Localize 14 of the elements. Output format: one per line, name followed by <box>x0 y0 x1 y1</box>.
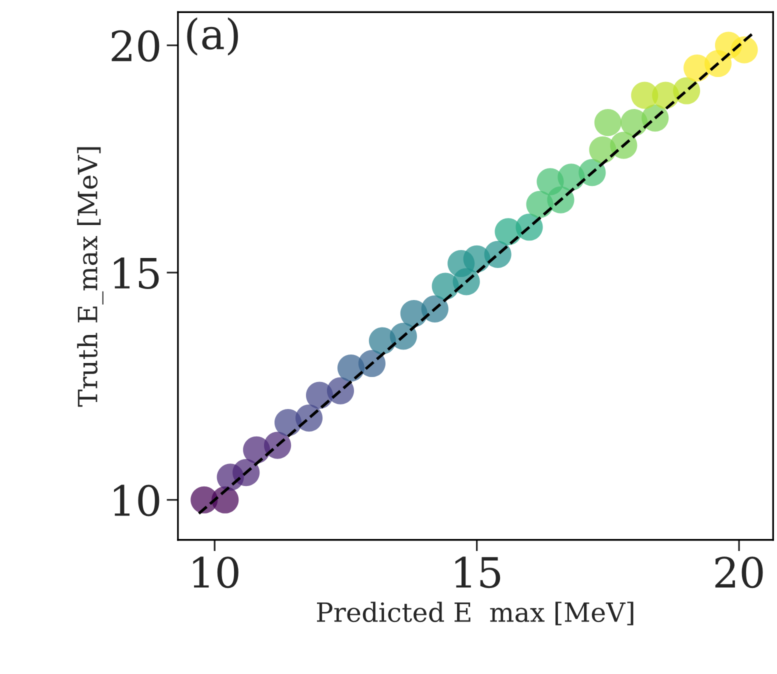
x-tick-label: 15 <box>455 556 500 588</box>
y-axis-title: Truth E_max [MeV] <box>77 147 104 407</box>
x-axis-title: Predicted E max [MeV] <box>317 602 634 626</box>
x-tick-label: 20 <box>715 556 763 588</box>
y-tick-label: 15 <box>114 258 159 290</box>
y-tick-label: 10 <box>114 484 160 516</box>
point <box>594 109 622 136</box>
y-tick-label: 20 <box>112 30 160 62</box>
point <box>730 36 758 64</box>
annotation: (a) <box>187 17 238 56</box>
point <box>536 168 564 196</box>
x-tick-label: 10 <box>193 556 238 588</box>
point <box>631 82 658 109</box>
point <box>448 250 475 278</box>
